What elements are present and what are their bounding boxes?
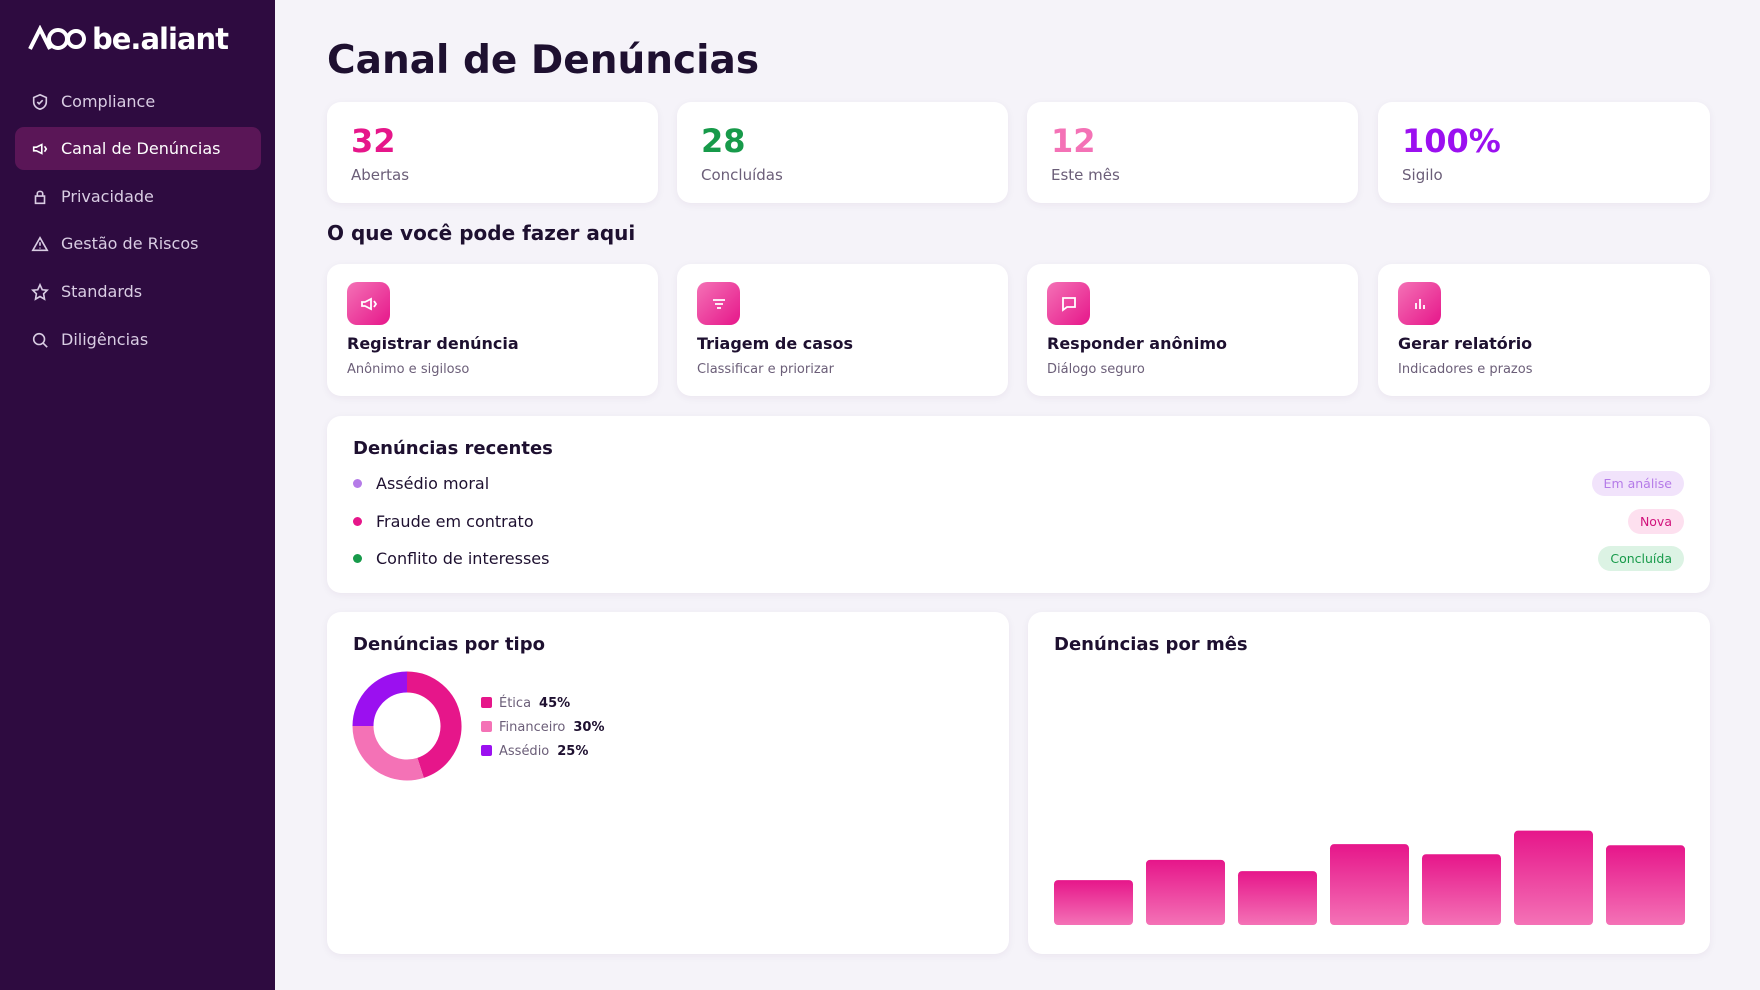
legend-label: Financeiro xyxy=(499,720,565,735)
legend-swatch xyxy=(481,745,492,756)
action-subtitle: Anônimo e sigiloso xyxy=(347,362,470,377)
bar xyxy=(1330,844,1409,925)
stat-label: Abertas xyxy=(351,166,410,184)
chart-card: Denúncias por tipo Ética 45% Financeiro 30%… xyxy=(327,612,1009,954)
action-title: Triagem de casos xyxy=(697,334,854,353)
stat-card: 28 Concluídas xyxy=(677,102,1008,203)
icon xyxy=(1398,282,1441,325)
card-title: Denúncias recentes xyxy=(353,438,553,459)
bar xyxy=(1146,859,1225,925)
status-badge: Em análise xyxy=(1591,470,1684,496)
recent-item[interactable]: Conflito de interesses Concluída xyxy=(353,545,1684,571)
chart-card: Denúncias por mês xyxy=(1028,612,1710,954)
action-card[interactable]: Responder anônimo Diálogo seguro xyxy=(1027,264,1358,396)
nav-item[interactable]: Diligências xyxy=(15,318,261,361)
chart-title: Denúncias por tipo xyxy=(353,634,545,655)
action-card[interactable]: Gerar relatório Indicadores e prazos xyxy=(1378,264,1710,396)
item-name: Fraude em contrato xyxy=(376,511,534,531)
nav-label: Privacidade xyxy=(61,187,154,206)
legend-swatch xyxy=(481,697,492,708)
nav-label: Standards xyxy=(61,282,143,301)
legend-value: 45% xyxy=(539,696,570,711)
bar xyxy=(1238,871,1317,925)
stat-label: Sigilo xyxy=(1402,166,1443,184)
logo: be.aliant xyxy=(26,22,229,56)
stat-label: Concluídas xyxy=(701,166,783,184)
donut-chart: Ética 45% Financeiro 30% Assédio 25% xyxy=(352,671,604,781)
bar xyxy=(1606,845,1685,925)
nav-item[interactable]: Privacidade xyxy=(15,175,261,218)
status-badge: Concluída xyxy=(1598,545,1684,571)
section-title: O que você pode fazer aqui xyxy=(327,221,636,245)
logo-mark xyxy=(28,25,86,50)
recent-item[interactable]: Assédio moral Em análise xyxy=(353,470,1684,496)
stat-label: Este mês xyxy=(1051,166,1120,184)
stat-value: 100% xyxy=(1402,122,1501,160)
stat-card: 12 Este mês xyxy=(1027,102,1358,203)
legend-value: 30% xyxy=(573,720,604,735)
stat-value: 32 xyxy=(351,122,396,160)
nav-label: Gestão de Riscos xyxy=(61,234,199,253)
action-title: Gerar relatório xyxy=(1398,334,1533,353)
action-subtitle: Diálogo seguro xyxy=(1047,362,1145,377)
icon xyxy=(697,282,740,325)
nav-label: Diligências xyxy=(61,330,149,349)
bar xyxy=(1422,854,1501,925)
legend-swatch xyxy=(481,721,492,732)
bar xyxy=(1514,830,1593,925)
logo-text: be.aliant xyxy=(92,22,229,56)
stat-value: 28 xyxy=(701,122,746,160)
chart-title: Denúncias por mês xyxy=(1054,634,1248,655)
nav-item[interactable]: Compliance xyxy=(15,80,261,123)
recent-item[interactable]: Fraude em contrato Nova xyxy=(353,508,1684,534)
action-card[interactable]: Triagem de casos Classificar e priorizar xyxy=(677,264,1008,396)
item-name: Assédio moral xyxy=(376,473,490,493)
nav-item[interactable]: Canal de Denúncias xyxy=(15,127,261,170)
bar-chart xyxy=(1054,830,1685,925)
donut-segment xyxy=(352,725,424,781)
nav-item[interactable]: Gestão de Riscos xyxy=(15,222,261,265)
stat-value: 12 xyxy=(1051,122,1096,160)
icon xyxy=(1047,282,1090,325)
legend-value: 25% xyxy=(557,744,588,759)
nav-label: Compliance xyxy=(61,92,156,111)
item-name: Conflito de interesses xyxy=(376,548,550,568)
icon xyxy=(347,282,390,325)
sidebar: be.aliant Compliance Canal de Denúncias … xyxy=(0,0,275,990)
nav-item[interactable]: Standards xyxy=(15,270,261,313)
stat-card: 100% Sigilo xyxy=(1378,102,1710,203)
action-subtitle: Indicadores e prazos xyxy=(1398,362,1533,377)
donut-segment xyxy=(352,671,408,727)
page-title: Canal de Denúncias xyxy=(327,38,760,83)
donut-segment xyxy=(406,671,462,778)
action-title: Responder anônimo xyxy=(1047,334,1228,353)
stat-card: 32 Abertas xyxy=(327,102,658,203)
recent-card: Denúncias recentes Assédio moral Em análi… xyxy=(327,416,1710,593)
nav-label: Canal de Denúncias xyxy=(61,139,221,158)
action-title: Registrar denúncia xyxy=(347,334,519,353)
bar xyxy=(1054,880,1133,925)
legend-label: Assédio xyxy=(499,744,549,759)
status-badge: Nova xyxy=(1627,508,1684,534)
legend-label: Ética xyxy=(499,695,531,711)
action-card[interactable]: Registrar denúncia Anônimo e sigiloso xyxy=(327,264,658,396)
action-subtitle: Classificar e priorizar xyxy=(697,362,834,377)
